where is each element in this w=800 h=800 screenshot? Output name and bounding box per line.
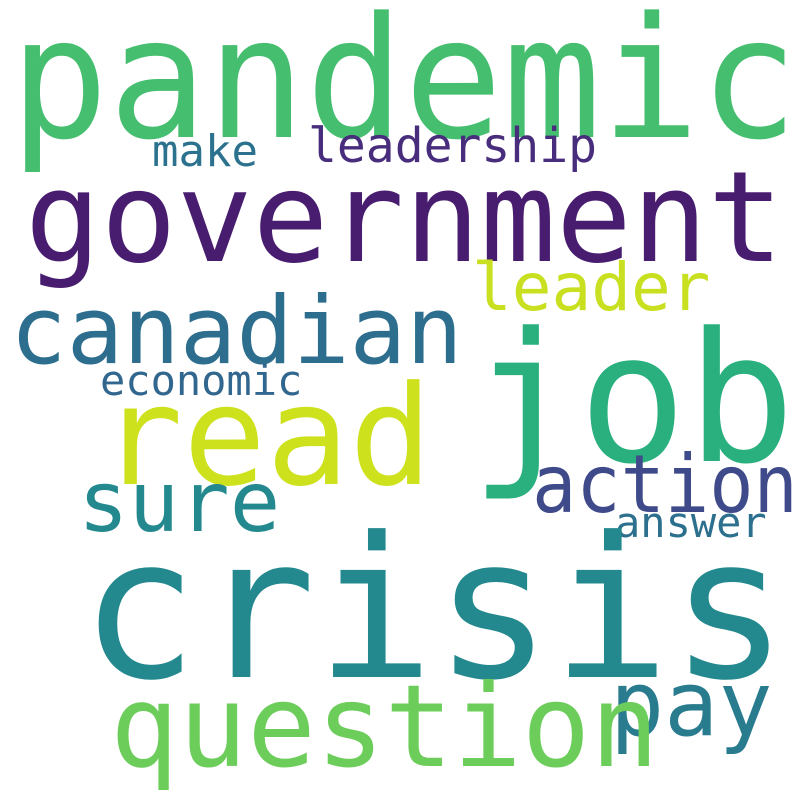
word-job: job [470,295,796,504]
word-make: make [152,126,258,177]
word-answer: answer [615,498,767,547]
word-government: government [25,144,784,291]
word-canadian: canadian [10,277,463,386]
word-leader: leader [472,249,711,326]
word-economic: economic [100,356,303,405]
word-action: action [532,438,798,531]
word-pay: pay [610,652,773,757]
word-leadership: leadership [308,118,597,174]
word-sure: sure [78,453,281,551]
word-crisis: crisis [80,496,789,724]
word-pandemic: pandemic [10,0,799,177]
word-read: read [100,356,433,517]
word-question: question [110,660,660,793]
